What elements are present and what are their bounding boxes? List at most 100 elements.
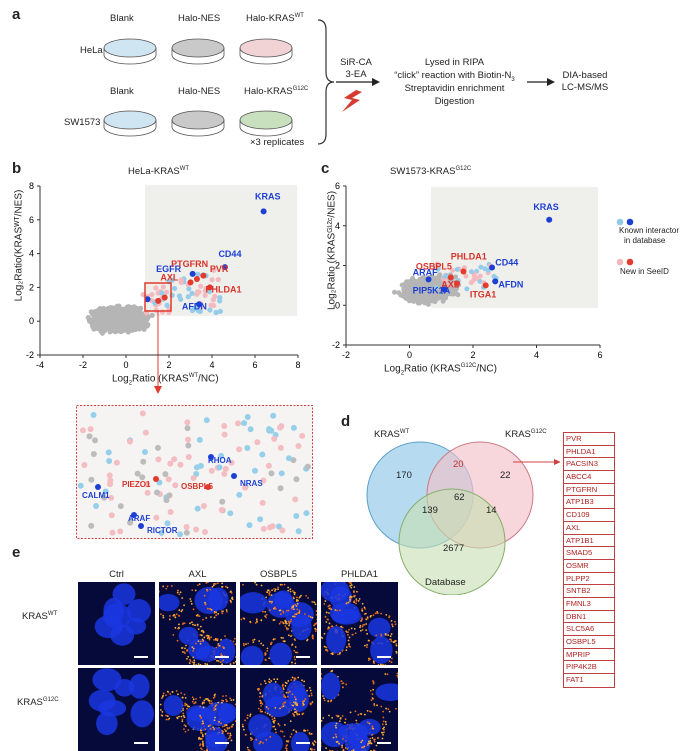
venn-count-170: 170	[396, 470, 412, 481]
point	[259, 451, 266, 458]
point	[88, 522, 95, 529]
point	[109, 324, 116, 330]
point	[478, 264, 484, 270]
point	[441, 294, 447, 300]
point	[205, 484, 211, 490]
point	[489, 264, 496, 271]
point	[113, 459, 120, 466]
row-label-sw1573: SW1573	[64, 117, 101, 128]
reagent-3-ea: 3-EA	[345, 69, 367, 80]
point	[184, 419, 191, 426]
point	[420, 278, 426, 284]
final-dia: DIA-based	[562, 70, 608, 81]
point	[454, 280, 461, 287]
point	[236, 446, 243, 453]
point	[277, 444, 284, 451]
gene-label: PHLDA1	[206, 284, 242, 294]
microscopy-image	[240, 582, 317, 665]
y-tick: 8	[29, 181, 34, 191]
point	[102, 488, 109, 495]
point	[254, 439, 261, 446]
legend-dot-pink	[616, 258, 624, 266]
point	[165, 476, 172, 483]
x-tick: -2	[342, 350, 350, 360]
point	[415, 290, 421, 296]
point	[162, 471, 169, 478]
scale-bar	[377, 742, 391, 744]
point	[106, 457, 113, 464]
point	[101, 494, 108, 501]
gene-list-item: DBN1	[564, 611, 614, 624]
point	[468, 269, 474, 275]
point	[453, 286, 459, 292]
reagent-sir-ca: SiR-CA	[340, 57, 372, 68]
gene-list-item: PTGFRN	[564, 484, 614, 497]
point	[276, 523, 283, 530]
point	[259, 499, 266, 506]
gene-list-item: OSMR	[564, 560, 614, 573]
point	[213, 309, 219, 316]
point	[126, 438, 133, 445]
col-phlda1: PHLDA1	[341, 569, 378, 580]
point	[196, 301, 203, 308]
point	[441, 286, 448, 293]
point	[260, 525, 267, 532]
point	[410, 280, 416, 286]
point	[407, 291, 413, 297]
point	[167, 460, 174, 467]
point	[154, 444, 161, 451]
venn-count-14: 14	[486, 505, 497, 516]
legend-dot-red	[626, 258, 634, 266]
venn-label-wt: KRASWT	[374, 429, 410, 441]
point	[105, 449, 112, 456]
point	[99, 330, 106, 336]
point	[108, 494, 115, 501]
point	[183, 524, 190, 530]
y-tick: 2	[29, 282, 34, 292]
gene-label: ITGA1	[470, 289, 497, 299]
gene-list-item: SNTB2	[564, 585, 614, 598]
point	[135, 311, 141, 317]
gene-list-item: ATP1B1	[564, 535, 614, 548]
x-tick: -2	[79, 360, 87, 370]
point	[154, 489, 161, 496]
point	[218, 507, 225, 514]
point	[186, 286, 192, 292]
scale-bar	[215, 656, 229, 658]
gene-label: AFDN	[182, 301, 207, 311]
gene-list-item: CD109	[564, 509, 614, 522]
point	[167, 509, 174, 516]
point	[206, 289, 213, 295]
point	[285, 455, 292, 462]
x-tick: 0	[123, 360, 128, 370]
point	[202, 288, 208, 294]
point	[187, 279, 194, 286]
gene-label: AXL	[160, 273, 179, 283]
point	[86, 433, 93, 440]
point	[153, 476, 159, 482]
dish-label-halo-nes-1: Halo-NES	[178, 13, 221, 24]
point	[155, 297, 162, 304]
venn-set-database	[398, 488, 506, 595]
venn-count-22: 22	[500, 470, 511, 481]
col-osbpl5: OSBPL5	[260, 569, 297, 580]
panel-c-title: SW1573-KRASG12C	[390, 166, 472, 178]
x-tick: 2	[166, 360, 171, 370]
row-kras-wt: KRASWT	[22, 611, 58, 623]
point	[90, 451, 97, 458]
point	[257, 516, 264, 523]
scale-bar	[215, 742, 229, 744]
point	[163, 497, 170, 504]
point	[185, 436, 192, 443]
point	[440, 298, 446, 304]
point	[266, 524, 273, 531]
venn-count-2677: 2677	[443, 543, 465, 554]
point	[79, 427, 86, 434]
x-tick: 6	[252, 360, 257, 370]
dish-label-halo-kras-g12c: Halo-KRASG12C	[244, 86, 309, 98]
point	[447, 274, 454, 281]
gene-label: PIP5K1A	[413, 285, 451, 295]
point	[172, 482, 179, 489]
point	[403, 287, 409, 293]
gene-list-item: SLC5A6	[564, 623, 614, 636]
